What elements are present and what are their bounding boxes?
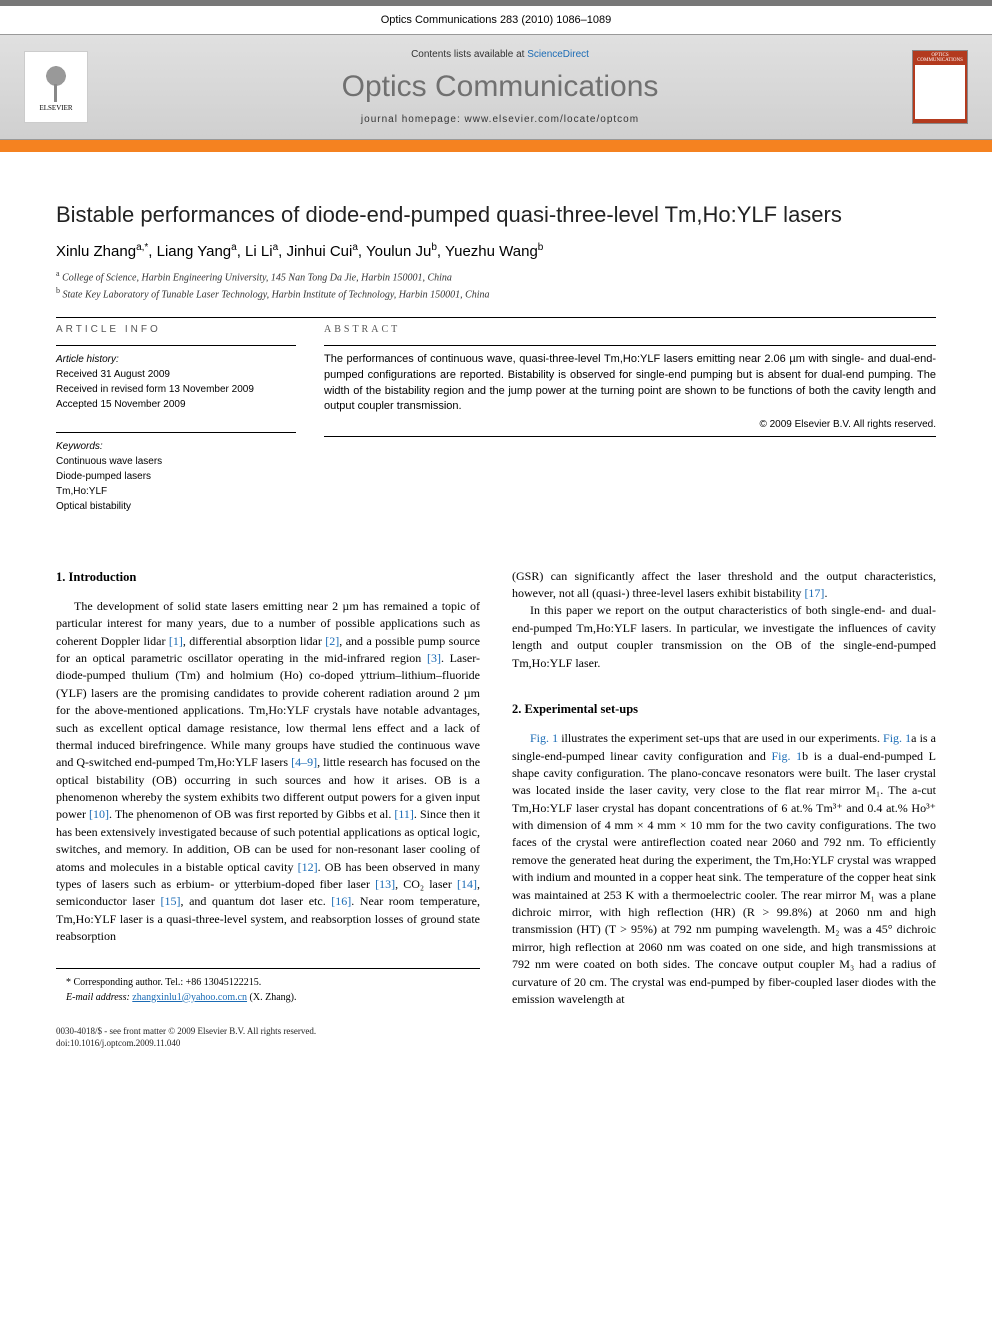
ref-link[interactable]: [4–9] xyxy=(291,755,317,769)
email-label: E-mail address: xyxy=(66,992,130,1003)
affiliation-b: b State Key Laboratory of Tunable Laser … xyxy=(56,285,936,302)
ref-link[interactable]: [12] xyxy=(298,860,318,874)
abstract-column: ABSTRACT The performances of continuous … xyxy=(324,324,936,514)
section-heading-exp: 2. Experimental set-ups xyxy=(512,700,936,718)
contents-line: Contents lists available at ScienceDirec… xyxy=(88,49,912,60)
ref-link[interactable]: [16] xyxy=(331,894,351,908)
article-info-column: ARTICLE INFO Article history: Received 3… xyxy=(56,324,296,514)
abstract-label: ABSTRACT xyxy=(324,324,936,335)
page-content: Bistable performances of diode-end-pumpe… xyxy=(0,152,992,1090)
divider xyxy=(56,432,296,433)
divider xyxy=(56,345,296,346)
ref-link[interactable]: [1] xyxy=(169,634,183,648)
keyword: Tm,Ho:YLF xyxy=(56,484,296,499)
ref-link[interactable]: [14] xyxy=(457,877,477,891)
keywords-label: Keywords: xyxy=(56,439,296,454)
affiliation-a: a College of Science, Harbin Engineering… xyxy=(56,268,936,285)
history-received: Received 31 August 2009 xyxy=(56,367,296,382)
divider xyxy=(56,317,936,318)
ref-link[interactable]: [2] xyxy=(325,634,339,648)
homepage-line: journal homepage: www.elsevier.com/locat… xyxy=(88,114,912,125)
elsevier-label: ELSEVIER xyxy=(39,104,72,112)
keywords-block: Keywords: Continuous wave lasers Diode-p… xyxy=(56,439,296,514)
elsevier-tree-icon xyxy=(36,62,76,102)
abstract-text: The performances of continuous wave, qua… xyxy=(324,352,936,416)
intro-paragraph-3: In this paper we report on the output ch… xyxy=(512,602,936,672)
divider xyxy=(324,345,936,346)
footnote-block: * Corresponding author. Tel.: +86 130451… xyxy=(56,968,480,1005)
fig-link[interactable]: Fig. 1 xyxy=(883,731,911,745)
intro-paragraph-2: (GSR) can significantly affect the laser… xyxy=(512,568,936,603)
cover-image-area xyxy=(915,65,965,119)
history-accepted: Accepted 15 November 2009 xyxy=(56,397,296,412)
info-abstract-row: ARTICLE INFO Article history: Received 3… xyxy=(56,324,936,514)
sciencedirect-link[interactable]: ScienceDirect xyxy=(527,49,589,60)
cover-title: OPTICS COMMUNICATIONS xyxy=(915,53,965,63)
abstract-copyright: © 2009 Elsevier B.V. All rights reserved… xyxy=(324,419,936,430)
homepage-prefix: journal homepage: xyxy=(361,114,465,125)
corresponding-author: * Corresponding author. Tel.: +86 130451… xyxy=(56,975,480,990)
divider xyxy=(324,436,936,437)
ref-link[interactable]: [15] xyxy=(160,894,180,908)
journal-banner: ELSEVIER Contents lists available at Sci… xyxy=(0,34,992,140)
elsevier-logo: ELSEVIER xyxy=(24,51,88,123)
fig-link[interactable]: Fig. 1 xyxy=(530,731,558,745)
email-suffix: (X. Zhang). xyxy=(250,992,297,1003)
history-label: Article history: xyxy=(56,352,296,367)
article-history: Article history: Received 31 August 2009… xyxy=(56,352,296,412)
ref-link[interactable]: [10] xyxy=(89,807,109,821)
exp-paragraph-1: Fig. 1 illustrates the experiment set-up… xyxy=(512,730,936,1008)
body-columns: 1. Introduction The development of solid… xyxy=(56,568,936,1050)
contents-prefix: Contents lists available at xyxy=(411,49,527,60)
ref-link[interactable]: [13] xyxy=(375,877,395,891)
doi-line: doi:10.1016/j.optcom.2009.11.040 xyxy=(56,1037,480,1050)
section-heading-intro: 1. Introduction xyxy=(56,568,480,586)
journal-cover-thumb: OPTICS COMMUNICATIONS xyxy=(912,50,968,124)
journal-title: Optics Communications xyxy=(88,70,912,104)
keyword: Diode-pumped lasers xyxy=(56,469,296,484)
paper-title: Bistable performances of diode-end-pumpe… xyxy=(56,202,936,228)
article-info-label: ARTICLE INFO xyxy=(56,324,296,335)
keyword: Optical bistability xyxy=(56,499,296,514)
ref-link[interactable]: [3] xyxy=(427,651,441,665)
right-body-column: (GSR) can significantly affect the laser… xyxy=(512,568,936,1050)
author-email-link[interactable]: zhangxinlu1@yahoo.com.cn xyxy=(132,992,247,1003)
journal-reference: Optics Communications 283 (2010) 1086–10… xyxy=(0,6,992,34)
issn-line: 0030-4018/$ - see front matter © 2009 El… xyxy=(56,1025,480,1038)
ref-link[interactable]: [17] xyxy=(804,586,824,600)
fig-link[interactable]: Fig. 1 xyxy=(771,749,802,763)
left-body-column: 1. Introduction The development of solid… xyxy=(56,568,480,1050)
affiliations: a College of Science, Harbin Engineering… xyxy=(56,268,936,303)
authors-line: Xinlu Zhanga,*, Liang Yanga, Li Lia, Jin… xyxy=(56,242,936,260)
orange-divider-bar xyxy=(0,140,992,152)
email-line: E-mail address: zhangxinlu1@yahoo.com.cn… xyxy=(56,990,480,1005)
intro-paragraph-1: The development of solid state lasers em… xyxy=(56,598,480,946)
keyword: Continuous wave lasers xyxy=(56,454,296,469)
homepage-url: www.elsevier.com/locate/optcom xyxy=(465,114,640,125)
banner-center: Contents lists available at ScienceDirec… xyxy=(88,49,912,125)
ref-link[interactable]: [11] xyxy=(394,807,414,821)
bottom-meta: 0030-4018/$ - see front matter © 2009 El… xyxy=(56,1025,480,1050)
history-revised: Received in revised form 13 November 200… xyxy=(56,382,296,397)
